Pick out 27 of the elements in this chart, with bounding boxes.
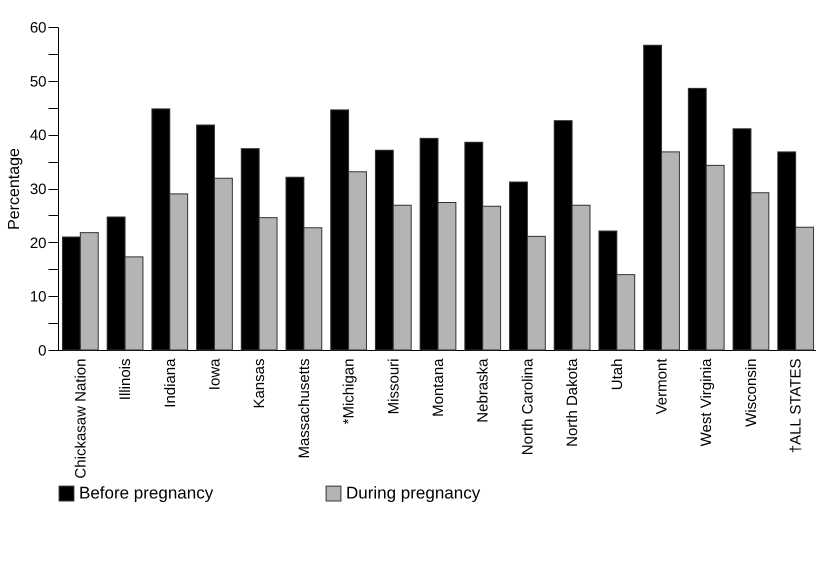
legend-label: During pregnancy — [346, 484, 481, 503]
x-tick-label: North Carolina — [519, 358, 536, 456]
legend-label: Before pregnancy — [79, 484, 214, 503]
x-tick-label: Kansas — [251, 358, 268, 409]
x-tick-label: Nebraska — [474, 358, 492, 423]
y-tick-label: 0 — [38, 342, 46, 360]
y-tick-label: 60 — [30, 20, 46, 36]
x-tick-label: *Michigan — [340, 358, 358, 424]
x-tick-label: West Virginia — [698, 358, 716, 446]
y-tick-label: 10 — [30, 288, 46, 306]
x-tick-label: †ALL STATES — [788, 358, 805, 454]
x-tick-label: Vermont — [654, 358, 671, 414]
y-axis-title: Percentage — [6, 148, 23, 230]
x-tick-label: Massachusetts — [296, 358, 313, 459]
x-tick-label: Iowa — [206, 358, 224, 390]
x-tick-label: North Dakota — [564, 358, 582, 447]
y-tick-label: 20 — [30, 234, 46, 252]
x-tick-label: Utah — [608, 358, 626, 390]
y-tick-label: 30 — [30, 181, 46, 198]
x-tick-label: Illinois — [117, 358, 134, 400]
y-tick-label: 50 — [30, 73, 46, 90]
x-tick-label: Missouri — [385, 358, 402, 414]
x-tick-label: Chickasaw Nation — [72, 358, 90, 479]
y-tick-label: 40 — [30, 127, 46, 144]
x-tick-label: Montana — [430, 358, 447, 417]
x-tick-label: Indiana — [162, 358, 179, 408]
x-tick-label: Wisconsin — [742, 358, 760, 427]
